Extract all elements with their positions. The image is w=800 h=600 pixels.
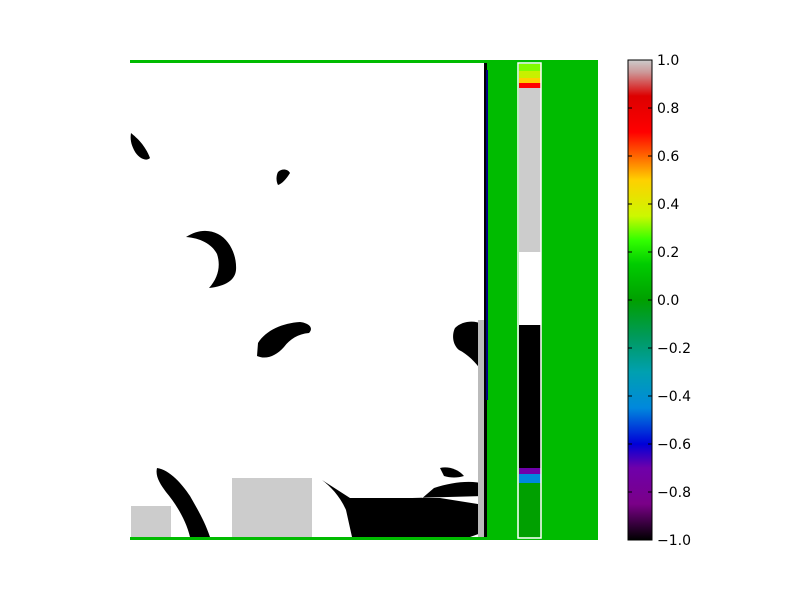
heatmap-gray-patch [131, 506, 171, 537]
heatmap-black-blob [156, 468, 210, 537]
inset-bar-segment [519, 83, 541, 88]
colorbar-tick-label: −1.0 [657, 533, 691, 549]
heatmap-black-blob [276, 169, 290, 185]
colorbar: 1.0 0.8 0.6 0.4 0.2 0.0 −0.2 −0.4 −0.6 −0.8 −1.0 [627, 53, 691, 549]
heatmap-gray-strip [478, 320, 484, 537]
heatmap-green-top-border [130, 60, 486, 63]
colorbar-tick-label: 0.0 [657, 293, 679, 309]
colorbar-tick-label: −0.2 [657, 341, 691, 357]
heatmap-black-blob [453, 321, 482, 372]
colorbar-tick-label: 1.0 [657, 53, 679, 69]
colorbar-tick-label: −0.6 [657, 437, 691, 453]
colorbar-tick-label: 0.4 [657, 197, 679, 213]
inset-bar [519, 64, 541, 537]
heatmap-black-blob [440, 467, 464, 478]
colorbar-tick-label: 0.8 [657, 101, 679, 117]
inset-bar-segment [519, 325, 541, 468]
inset-bar-outline [517, 62, 542, 539]
colorbar-tick-label: −0.4 [657, 389, 691, 405]
inset-bar-segment [519, 78, 541, 83]
heatmap-gray-patch [232, 478, 312, 537]
inset-bar-segment [519, 71, 541, 78]
heatmap-black-blob [340, 481, 484, 500]
heatmap-black-blob [130, 133, 150, 160]
inset-bar-segment [519, 468, 541, 474]
inset-bar-segment [519, 252, 541, 325]
inset-bar-segment [519, 64, 541, 71]
inset-bar-segment [519, 474, 541, 483]
heatmap-black-blob [322, 480, 484, 537]
colorbar-tick-label: 0.2 [657, 245, 679, 261]
heatmap-black-blob [257, 322, 311, 358]
heatmap-white-region [130, 63, 484, 537]
inset-bar-segment [519, 88, 541, 252]
inset-bar-segment [519, 483, 541, 537]
heatmap-dark-column [484, 63, 487, 537]
heatmap-navy-column [486, 70, 488, 400]
heatmap-black-blob [186, 230, 237, 288]
colorbar-tick-label: −0.8 [657, 485, 691, 501]
colorbar-tick-label: 0.6 [657, 149, 679, 165]
heatmap-green-bottom-border [130, 537, 486, 540]
colorbar-ticks: 1.0 0.8 0.6 0.4 0.2 0.0 −0.2 −0.4 −0.6 −0.8 −1.0 [628, 53, 691, 549]
